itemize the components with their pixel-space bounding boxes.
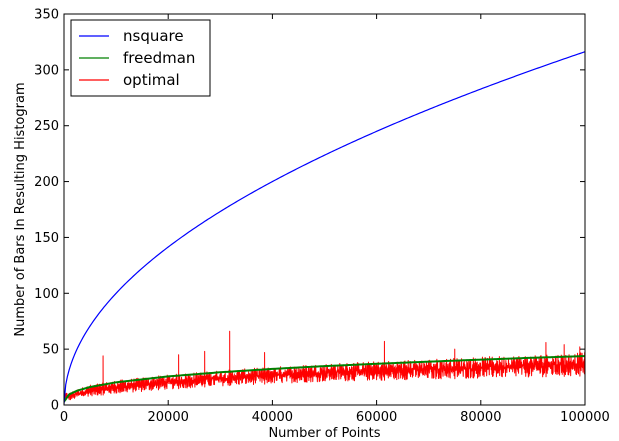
y-tick-label: 100 bbox=[34, 287, 59, 302]
y-axis-title: Number of Bars In Resulting Histogram bbox=[13, 82, 28, 336]
legend-label-freedman: freedman bbox=[123, 49, 195, 67]
y-tick-label: 200 bbox=[34, 175, 59, 190]
x-tick-label: 100000 bbox=[560, 410, 610, 425]
plot-frame bbox=[63, 13, 586, 406]
legend-label-nsquare: nsquare bbox=[123, 27, 184, 45]
y-tick-label: 0 bbox=[51, 399, 59, 414]
x-axis-title: Number of Points bbox=[268, 426, 380, 441]
y-tick-label: 350 bbox=[34, 8, 59, 23]
x-tick-label: 0 bbox=[60, 410, 68, 425]
x-tick-label: 20000 bbox=[148, 410, 189, 425]
x-tick-label: 80000 bbox=[460, 410, 501, 425]
series-layer bbox=[64, 51, 585, 404]
x-tick-label: 40000 bbox=[252, 410, 293, 425]
y-tick-label: 300 bbox=[34, 63, 59, 78]
y-axis: 0 50 100 150 200 250 300 350 bbox=[34, 8, 585, 414]
series-line-freedman bbox=[64, 355, 585, 403]
series-line-nsquare bbox=[64, 51, 585, 404]
x-axis: 0 20000 40000 60000 80000 100000 bbox=[60, 14, 610, 425]
x-tick-label: 60000 bbox=[356, 410, 397, 425]
legend-label-optimal: optimal bbox=[123, 71, 180, 89]
legend: nsquare freedman optimal bbox=[70, 19, 211, 97]
y-tick-label: 50 bbox=[42, 343, 59, 358]
y-tick-label: 250 bbox=[34, 119, 59, 134]
y-tick-label: 150 bbox=[34, 231, 59, 246]
series-line-optimal bbox=[64, 330, 585, 403]
